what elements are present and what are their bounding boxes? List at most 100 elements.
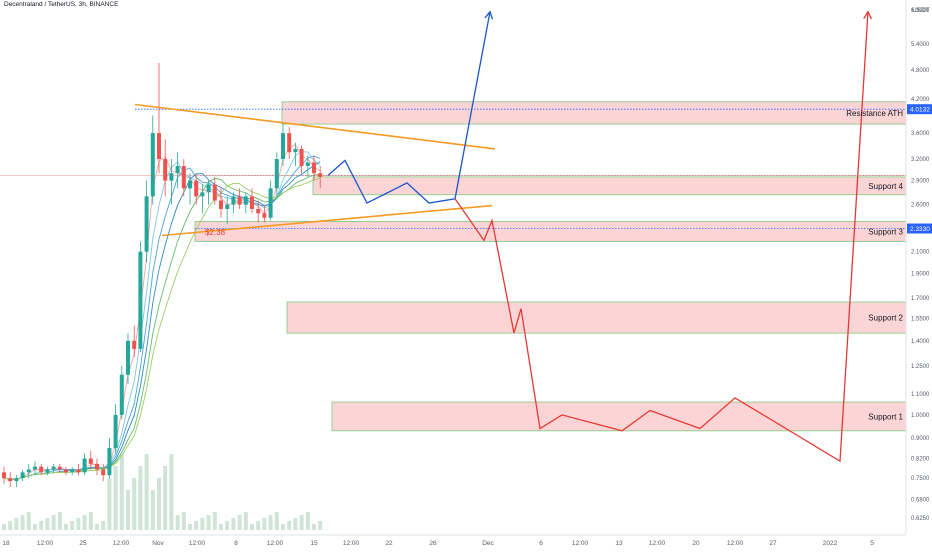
candle-body	[212, 184, 217, 201]
candle-body	[256, 208, 261, 214]
candle-body	[95, 463, 99, 470]
x-tick-label: 13	[615, 540, 623, 547]
candle-body	[150, 133, 155, 197]
candle-body	[57, 466, 62, 470]
candle-body	[119, 374, 124, 415]
volume-bar	[14, 518, 19, 530]
volume-bar	[225, 521, 230, 530]
candle-body	[51, 466, 56, 470]
candle-body	[2, 472, 6, 479]
candle-body	[305, 162, 310, 166]
volume-bar	[212, 512, 217, 530]
candle-body	[250, 196, 254, 209]
y-tick-label: 3.6000	[911, 131, 930, 137]
y-tick-label: 0.9000	[911, 436, 930, 442]
moving-average-line	[3, 177, 321, 481]
candle-body	[274, 159, 279, 189]
volume-bar	[64, 524, 68, 530]
y-tick-label: 2.6000	[911, 203, 930, 209]
candle-body	[188, 180, 192, 189]
x-tick-label: 5	[870, 540, 874, 547]
candle-body	[237, 196, 242, 205]
trendlines-layer	[134, 103, 496, 237]
x-tick-label: 2022	[823, 540, 838, 547]
volume-bar	[250, 524, 254, 530]
x-tick-label: 18	[2, 540, 10, 547]
moving-average-line	[3, 151, 321, 481]
x-tick-label: 12:00	[572, 540, 589, 547]
price-axis-background	[906, 0, 932, 550]
x-tick-label: 25	[79, 540, 87, 547]
candle-body	[45, 469, 50, 473]
candle-body	[225, 204, 230, 209]
volume-bar	[181, 512, 186, 530]
candle-body	[88, 458, 93, 464]
trendline[interactable]	[161, 204, 493, 237]
volume-bar	[138, 466, 143, 530]
x-tick-label: 12:00	[649, 540, 666, 547]
volume-bar	[95, 524, 99, 530]
volume-bar	[126, 490, 130, 530]
volume-bar	[119, 454, 124, 530]
volume-bar	[293, 518, 298, 530]
blue-projection-arrowhead	[484, 10, 494, 20]
candle-body	[312, 162, 316, 174]
volume-bar	[82, 515, 87, 530]
volume-bar	[318, 521, 323, 530]
candle-body	[318, 173, 323, 177]
candle-body	[287, 133, 292, 153]
candle-body	[219, 200, 223, 209]
volume-bar	[107, 478, 112, 530]
x-tick-label: 26	[429, 540, 437, 547]
volume-bar	[132, 478, 137, 530]
x-tick-label: 22	[385, 540, 393, 547]
volume-bar	[163, 466, 168, 530]
volume-bar	[113, 466, 118, 530]
price-label-badge	[907, 223, 932, 234]
candle-body	[132, 340, 137, 349]
volume-bar	[157, 478, 161, 530]
volume-bar	[39, 521, 44, 530]
volume-bar	[8, 521, 13, 530]
y-tick-label: 1.5500	[911, 316, 930, 322]
price-annotation: $2.38	[205, 228, 226, 237]
x-tick-label: Nov	[152, 540, 164, 547]
candle-body	[231, 196, 236, 205]
x-tick-label: 8	[234, 540, 238, 547]
candle-body	[138, 251, 143, 349]
volume-bar	[144, 454, 149, 530]
x-tick-label: 12:00	[113, 540, 130, 547]
volume-bar	[219, 524, 223, 530]
volume-bar	[256, 521, 261, 530]
volume-bar	[175, 515, 180, 530]
candle-body	[101, 469, 106, 476]
candle-body	[39, 466, 44, 473]
volume-bar	[33, 524, 37, 530]
y-tick-label: 1.7000	[911, 296, 930, 302]
volume-bar	[312, 524, 316, 530]
volume-bar	[231, 518, 236, 530]
volume-bar	[76, 518, 81, 530]
candle-body	[76, 469, 81, 473]
candle-body	[206, 184, 211, 193]
red-projection-path[interactable]	[454, 11, 869, 463]
candle-body	[157, 133, 161, 160]
volume-bar	[305, 512, 310, 530]
candle-body	[33, 466, 37, 470]
y-tick-label: 1.9000	[911, 272, 930, 278]
x-tick-label: 12:00	[343, 540, 360, 547]
candle-body	[293, 148, 298, 153]
y-tick-label: 2.1000	[911, 250, 930, 256]
candle-body	[181, 165, 186, 189]
y-tick-label: 6.3000	[911, 8, 930, 14]
volume-bar	[150, 490, 155, 530]
trendline[interactable]	[134, 103, 496, 150]
candle-body	[20, 472, 25, 479]
zone-labels-layer: Resistance ATH Support 4 Support 3 Support …	[205, 109, 904, 421]
volume-bar	[2, 524, 6, 530]
y-tick-label: 5.4000	[911, 42, 930, 48]
candles-layer	[2, 63, 323, 488]
volume-bar	[45, 518, 50, 530]
volume-bar	[262, 518, 267, 530]
